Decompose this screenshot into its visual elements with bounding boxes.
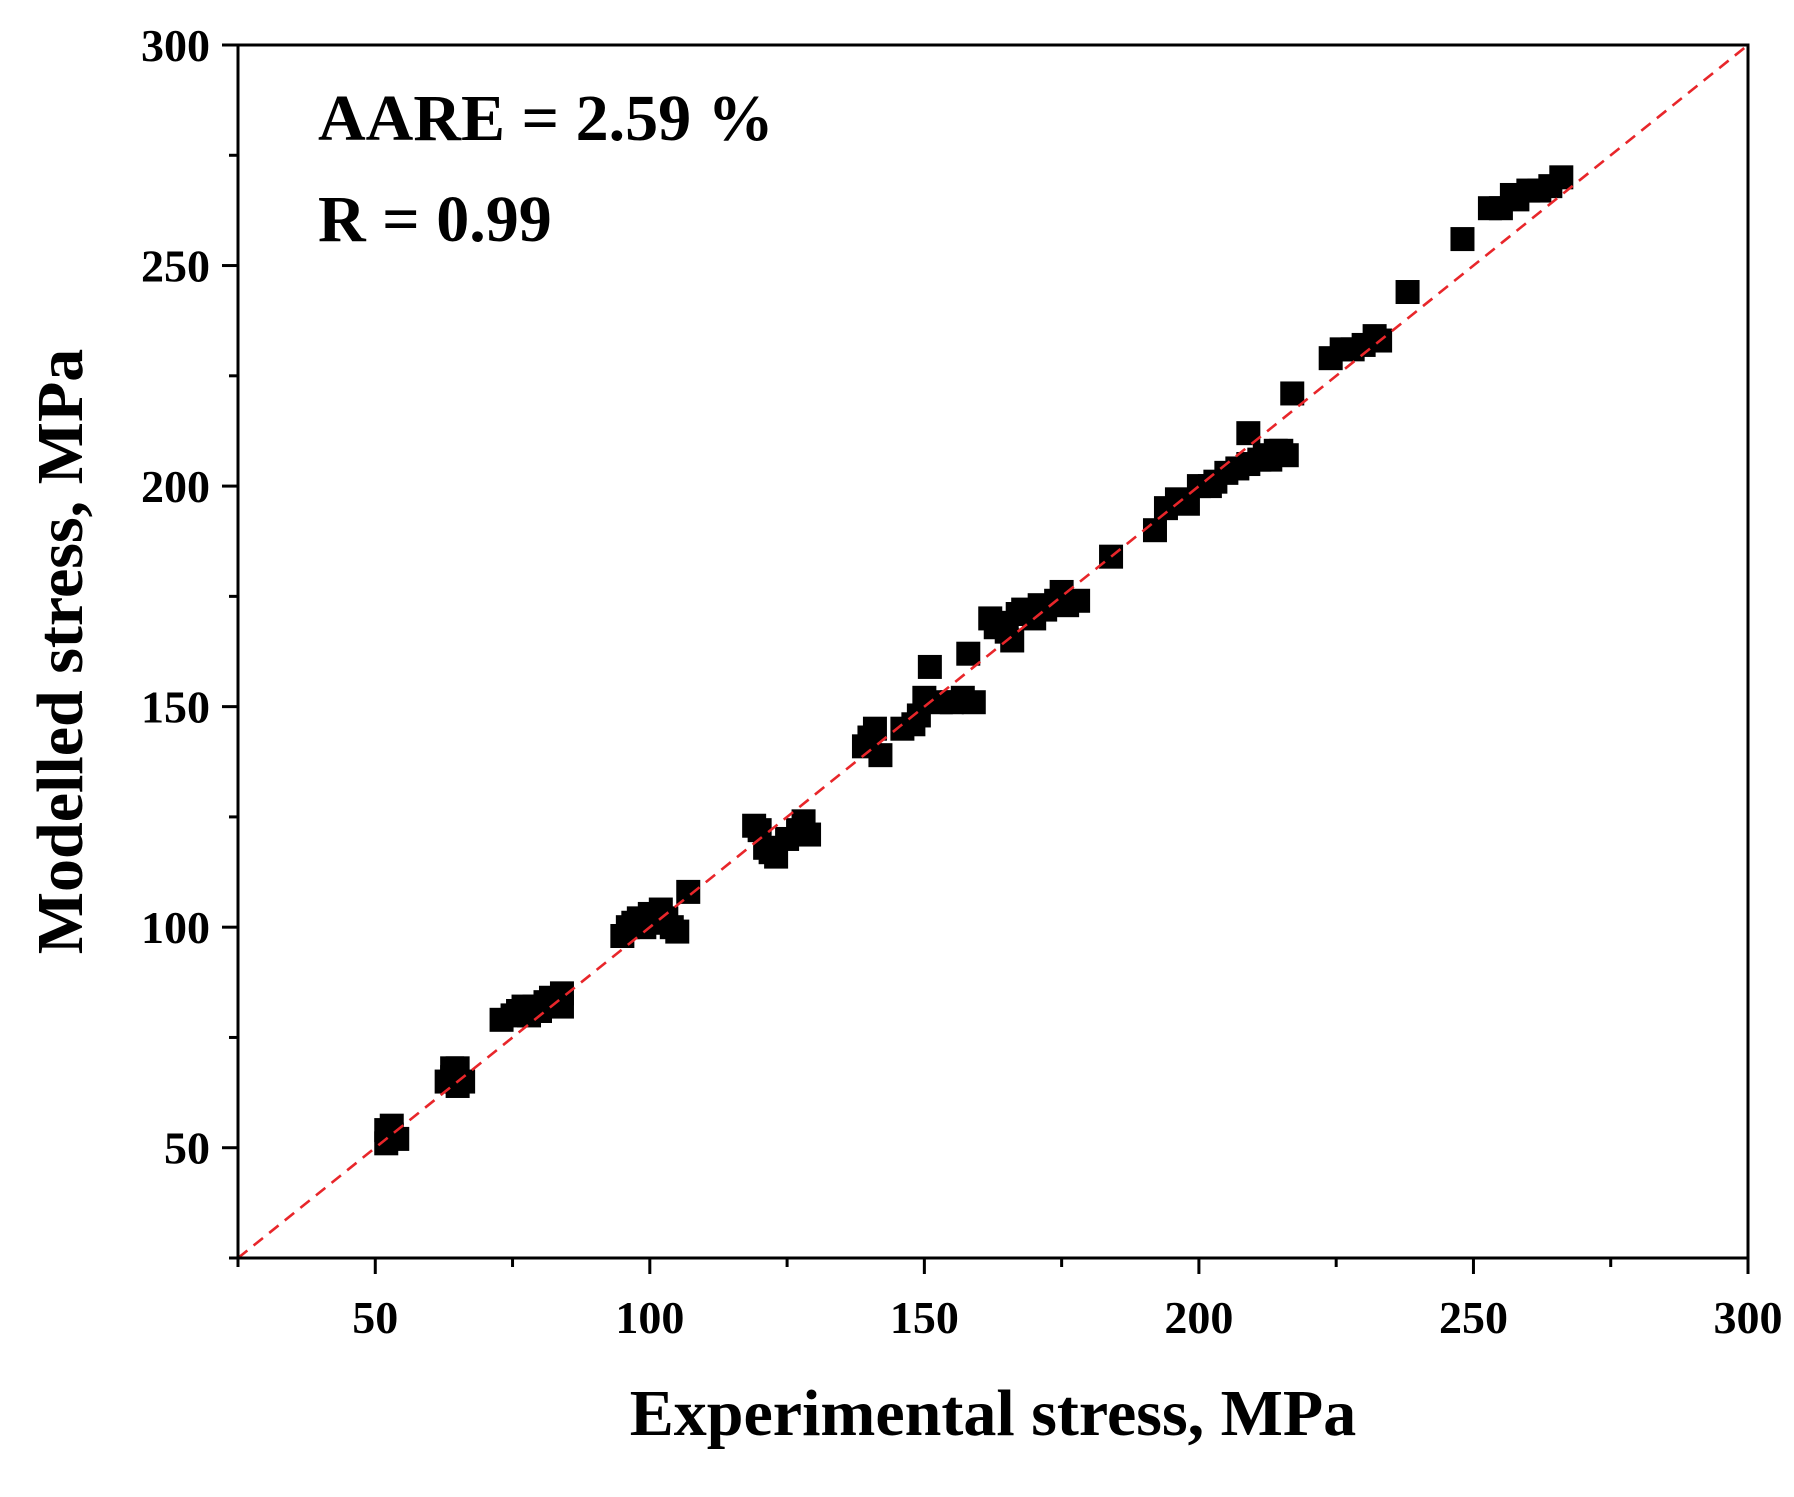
reference-line-y-equals-x [237, 43, 1749, 1260]
aare-annotation: AARE = 2.59 % [318, 82, 774, 155]
data-points [374, 165, 1574, 1156]
data-point [961, 690, 986, 715]
x-axis-ticks: 50 100 150 200 250 300 [236, 1258, 1783, 1343]
data-point [549, 994, 574, 1019]
data-point [956, 641, 981, 666]
x-tick-label: 100 [615, 1292, 684, 1343]
plot-frame [236, 43, 1750, 1260]
x-tick-label: 150 [890, 1292, 959, 1343]
x-tick-label: 200 [1164, 1292, 1233, 1343]
data-point [379, 1113, 404, 1138]
x-tick-label: 300 [1714, 1292, 1783, 1343]
data-point [797, 822, 822, 847]
y-tick-label: 250 [141, 241, 210, 292]
data-point [1549, 165, 1574, 190]
data-point [1450, 227, 1475, 252]
data-point [1066, 588, 1091, 613]
data-point [1280, 381, 1305, 406]
data-point [1236, 421, 1261, 446]
y-axis-ticks: 50 100 150 200 250 300 [141, 20, 238, 1260]
data-point [917, 654, 942, 679]
y-tick-label: 50 [164, 1123, 210, 1174]
data-point [1274, 443, 1299, 468]
y-tick-label: 100 [141, 902, 210, 953]
data-point [665, 919, 690, 944]
data-point [1395, 280, 1420, 305]
data-point [862, 716, 887, 741]
data-point [868, 743, 893, 768]
data-point [445, 1056, 470, 1081]
data-point [676, 879, 701, 904]
y-tick-label: 300 [141, 20, 210, 71]
y-tick-label: 150 [141, 682, 210, 733]
x-tick-label: 250 [1439, 1292, 1508, 1343]
x-axis-title: Experimental stress, MPa [630, 1377, 1356, 1450]
data-point [1000, 628, 1025, 653]
r-annotation: R = 0.99 [318, 183, 552, 256]
y-tick-label: 200 [141, 461, 210, 512]
x-tick-label: 50 [352, 1292, 398, 1343]
y-axis-title: Modelled stress, MPa [24, 349, 97, 955]
data-point [1142, 518, 1167, 543]
